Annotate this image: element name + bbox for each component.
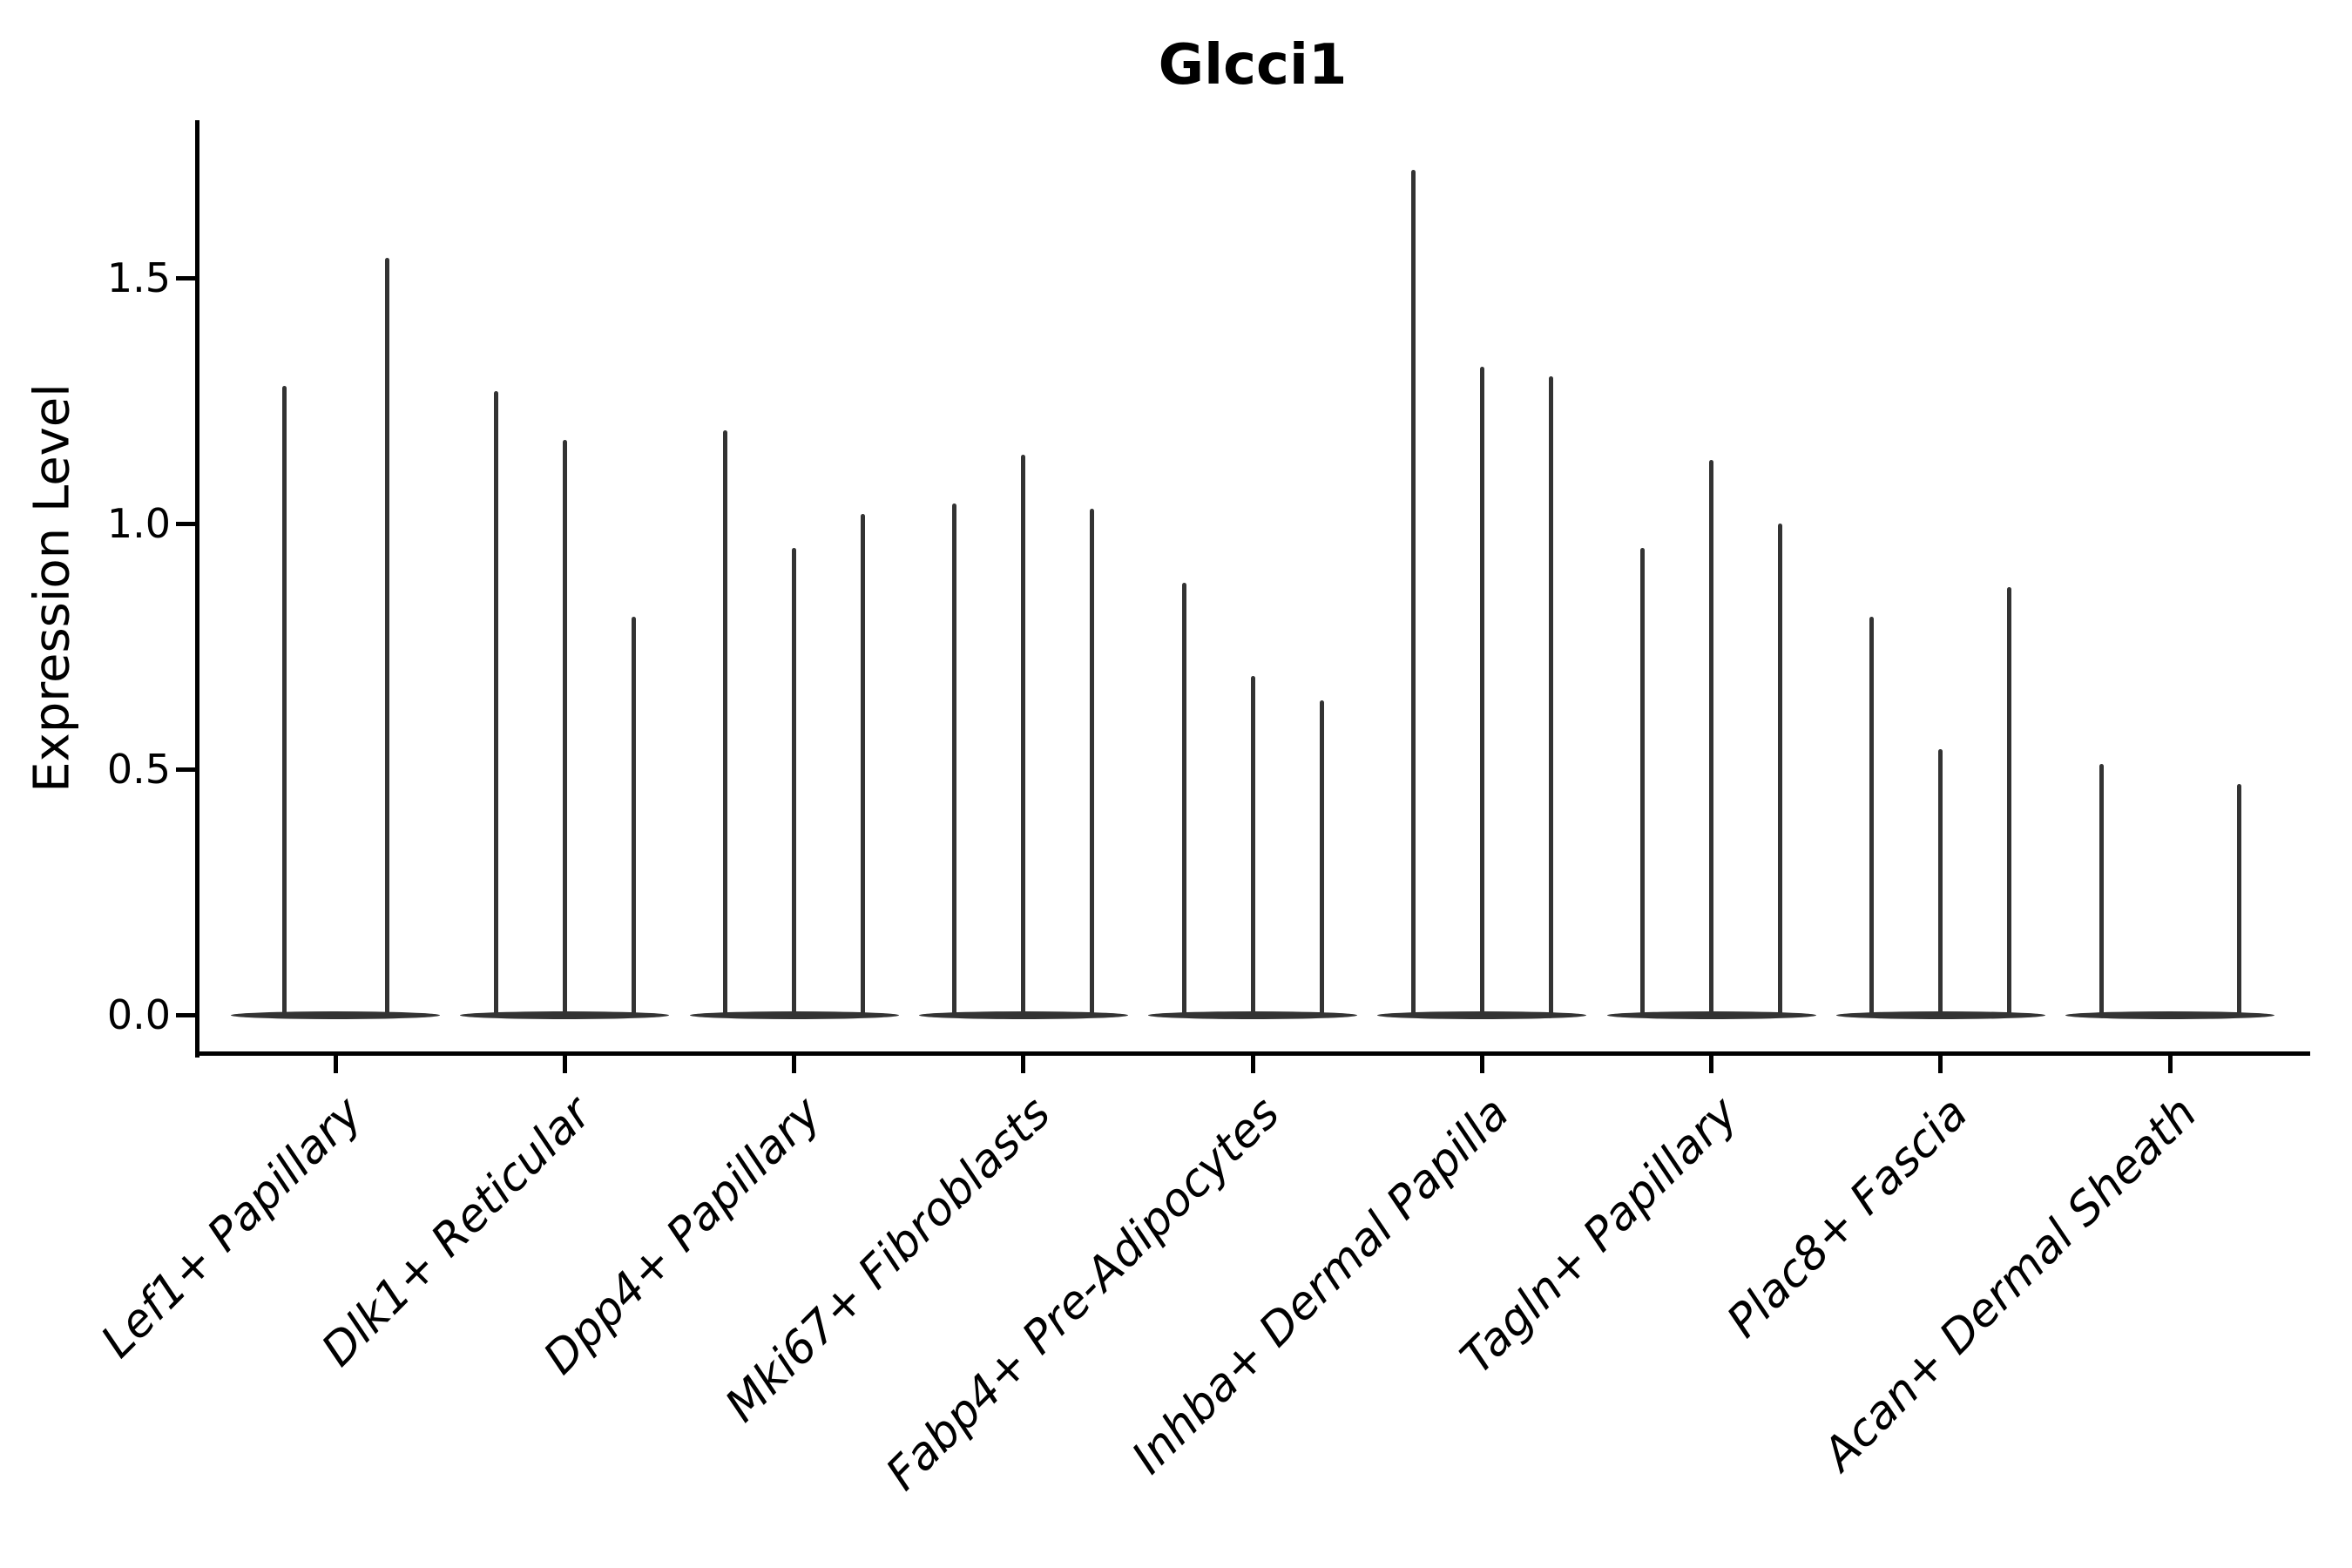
y-tick-label: 0.5 [106,746,171,793]
x-tick [1479,1056,1484,1073]
violin-base [918,1010,1128,1019]
violin-spike [281,386,287,1015]
violin-base [460,1010,670,1019]
y-tick-label: 0.0 [106,991,171,1038]
violin-spike [1640,548,1645,1015]
violin-spike [1181,582,1186,1015]
violin-spike [493,390,498,1015]
violin-base [231,1010,440,1019]
x-tick [333,1056,338,1073]
x-tick-label: Acan+ Dermal Sheath [1813,1087,2207,1481]
violin-spike [1410,169,1416,1015]
x-tick-label: Fabp4+ Pre-Adipocytes [875,1087,1290,1501]
y-tick [176,275,195,280]
violin-spike [631,617,636,1015]
violin-spike [1938,749,1943,1015]
violin-base [2065,1010,2274,1019]
violin-spike [1778,524,1782,1015]
violin-base [689,1010,899,1019]
y-tick [176,521,195,526]
x-axis-spine [195,1051,2310,1056]
y-axis-spine [195,120,199,1058]
violin-spike [2007,587,2012,1015]
x-tick-label: Plac8+ Fascia [1716,1087,1978,1348]
y-tick-label: 1.0 [106,500,171,547]
violin-spike [1869,617,1875,1015]
x-tick [2167,1056,2173,1073]
violin-spike [1090,509,1095,1015]
x-tick [792,1056,796,1073]
x-tick [562,1056,567,1073]
violin-spike [792,548,796,1015]
x-tick [1021,1056,1026,1073]
y-axis-label: Expression Level [24,383,81,793]
violin-spike [562,440,567,1015]
y-tick-label: 1.5 [106,254,171,301]
violin-spike [952,504,957,1015]
violin-spike [861,513,865,1015]
x-tick-label: Inhba+ Dermal Papilla [1121,1087,1519,1484]
violin-spike [2236,783,2241,1015]
violin-base [1835,1010,2045,1019]
violin-base [1606,1010,1816,1019]
violin-spike [1319,700,1324,1015]
x-tick [1250,1056,1255,1073]
y-tick [176,1012,195,1017]
x-tick [1709,1056,1713,1073]
violin-spike [384,258,389,1015]
x-tick [1938,1056,1943,1073]
violin-spike [1548,375,1553,1015]
chart-title: Glcci1 [1158,33,1348,98]
violin-base [1377,1010,1587,1019]
violin-spike [1250,675,1255,1015]
y-tick [176,767,195,772]
violin-spike [1479,366,1484,1015]
violin-spike [2099,764,2104,1015]
violin-spike [1021,455,1026,1015]
violin-base [1148,1010,1357,1019]
violin-spike [1709,459,1713,1015]
violin-spike [723,429,727,1015]
